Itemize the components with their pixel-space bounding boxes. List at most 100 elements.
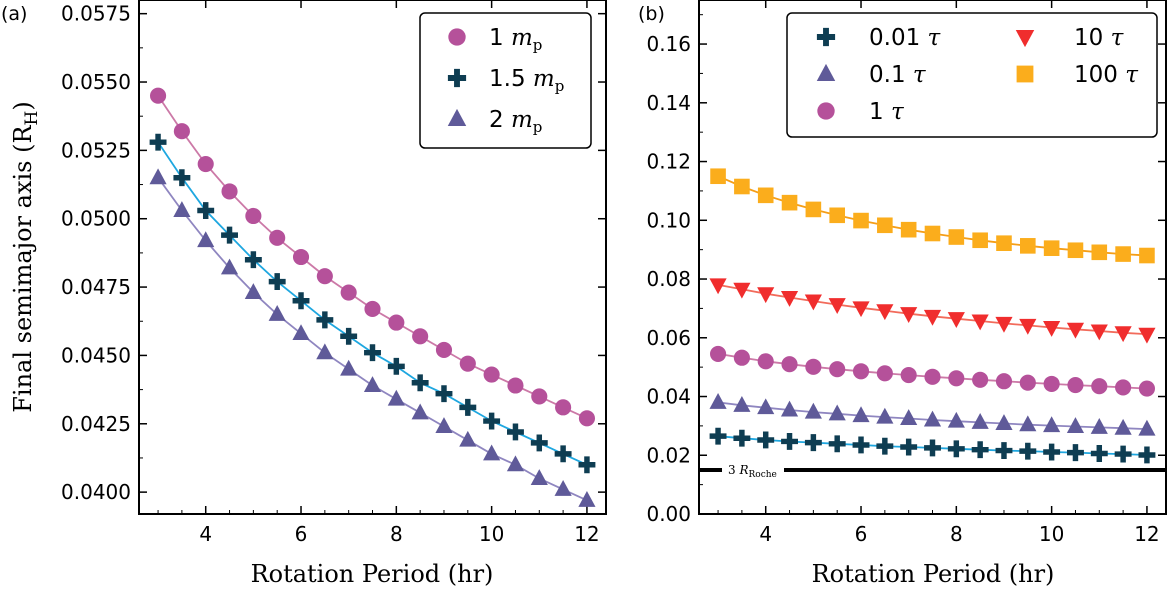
b-series-2-point — [710, 345, 727, 362]
a-series-2-point — [506, 455, 525, 472]
b-series-1-point — [852, 406, 870, 423]
a-series-2-point — [435, 417, 453, 434]
legend-b-item-2: 0.1 τ — [869, 62, 927, 88]
a-series-0-point — [245, 207, 262, 225]
b-series-3-point — [1043, 320, 1061, 337]
a-y-tick-label: 0.0575 — [61, 2, 131, 26]
a-series-2-point — [316, 343, 334, 360]
b-series-1-point — [947, 411, 965, 428]
legend-b-item-5: 100 τ — [1074, 62, 1139, 88]
b-series-1-point — [1090, 417, 1108, 434]
a-series-1-point — [507, 423, 524, 441]
legend-b-item-1: 0.01 τ — [869, 25, 942, 51]
a-series-2-point — [197, 231, 215, 248]
a-series-2-point — [459, 430, 477, 447]
panel-b-legend-markers — [816, 27, 1035, 120]
a-series-1-point — [483, 412, 501, 430]
b-x-tick-label: 6 — [855, 522, 868, 546]
b-series-3-point — [709, 278, 727, 295]
b-series-3-point — [1019, 318, 1037, 335]
b-series-1-point — [709, 393, 727, 409]
b-series-0-point — [971, 441, 989, 459]
b-series-1-point — [733, 395, 751, 412]
b-series-3-point — [828, 298, 846, 314]
b-series-4-point — [996, 235, 1012, 251]
b-series-3-point — [1138, 327, 1156, 344]
a-series-0-point — [388, 314, 405, 331]
a-x-tick-label: 4 — [199, 522, 212, 546]
panel-a: (a) Rotation Period (hr) Final semimajor… — [1, 0, 607, 588]
b-series-2-point — [876, 365, 893, 382]
a-series-1-point — [530, 434, 548, 452]
a-series-line-2 — [157, 177, 588, 502]
b-series-4-point — [734, 178, 750, 195]
a-series-2-point — [483, 444, 501, 461]
a-x-tick-label: 12 — [574, 522, 599, 546]
b-series-3-point — [900, 307, 918, 324]
panel-a-legend-markers — [447, 28, 467, 126]
b-series-2-point — [924, 368, 941, 385]
b-series-4-point — [1067, 242, 1084, 259]
a-y-tick-label: 0.0525 — [61, 138, 131, 162]
b-series-4-point — [1139, 247, 1155, 264]
a-series-1-point — [340, 327, 358, 345]
b-series-1-point — [1138, 419, 1156, 436]
panel-b-legend-box — [786, 12, 1158, 138]
b-series-2-point — [972, 371, 989, 388]
a-series-0-point — [173, 123, 190, 140]
b-series-3-point — [1066, 322, 1085, 339]
b-series-3-point — [804, 294, 822, 311]
a-y-tick-label: 0.0425 — [61, 412, 131, 436]
b-series-0-point — [733, 429, 751, 447]
b-series-2-point — [995, 373, 1013, 390]
b-series-4-point — [829, 207, 845, 224]
a-series-2-point — [530, 469, 548, 485]
legend-b-marker-4 — [1016, 65, 1034, 83]
b-series-1-point — [900, 409, 918, 426]
b-series-2-point — [805, 358, 822, 375]
a-series-2-point — [220, 258, 239, 275]
legend-b-marker-3 — [1015, 30, 1035, 48]
a-series-2-point — [363, 376, 382, 392]
b-series-4-point — [900, 221, 917, 238]
a-series-0-point — [150, 87, 167, 104]
b-series-4-point — [710, 168, 726, 185]
b-series-0-point — [995, 442, 1013, 460]
panel-b: (b) Rotation Period (hr) 4 6 8 10 12 0.00 0.02… — [638, 0, 1167, 588]
a-series-1-point — [459, 398, 477, 416]
panel-a-legend-box — [419, 12, 592, 149]
a-series-0-point — [412, 328, 429, 345]
b-series-1-point — [804, 402, 822, 419]
b-series-1-point — [828, 404, 846, 421]
b-series-1-point — [1019, 415, 1037, 432]
a-y-tick-label: 0.0500 — [61, 207, 131, 231]
a-series-1-point — [268, 273, 286, 291]
b-series-2-point — [948, 370, 965, 387]
b-series-0-point — [828, 435, 846, 453]
legend-a-item-2: 1.5 mp — [489, 66, 564, 95]
a-series-1-point — [411, 374, 429, 392]
a-series-1-point — [387, 357, 405, 375]
a-y-tick-label: 0.0400 — [61, 480, 131, 504]
panel-b-legend: 0.01 τ 0.1 τ 1 τ 10 τ 100 τ — [786, 12, 1158, 138]
b-series-0-point — [804, 434, 822, 452]
b-series-3-point — [971, 314, 989, 331]
panel-b-label: (b) — [638, 3, 665, 25]
panel-b-ticks: 4 6 8 10 12 0.00 0.02 0.04 0.06 0.08 0.10 0.12 0.14 0… — [646, 0, 1166, 546]
b-y-tick-label: 0.14 — [646, 91, 691, 115]
b-y-tick-label: 0.04 — [646, 385, 691, 409]
b-series-3-point — [1114, 326, 1132, 343]
b-series-0-point — [900, 438, 918, 456]
a-series-0-point — [340, 284, 357, 301]
a-series-1-point — [364, 344, 381, 362]
panel-a-legend: 1 mp 1.5 mp 2 mp — [419, 12, 592, 149]
b-series-0-point — [1138, 446, 1156, 464]
a-series-2-point — [292, 324, 310, 341]
b-series-4-point — [1115, 246, 1131, 262]
b-series-0-point — [947, 440, 965, 458]
b-series-1-point — [1043, 416, 1061, 433]
a-series-0-point — [483, 366, 500, 383]
a-series-2-point — [244, 283, 262, 300]
a-series-0-point — [316, 268, 333, 285]
